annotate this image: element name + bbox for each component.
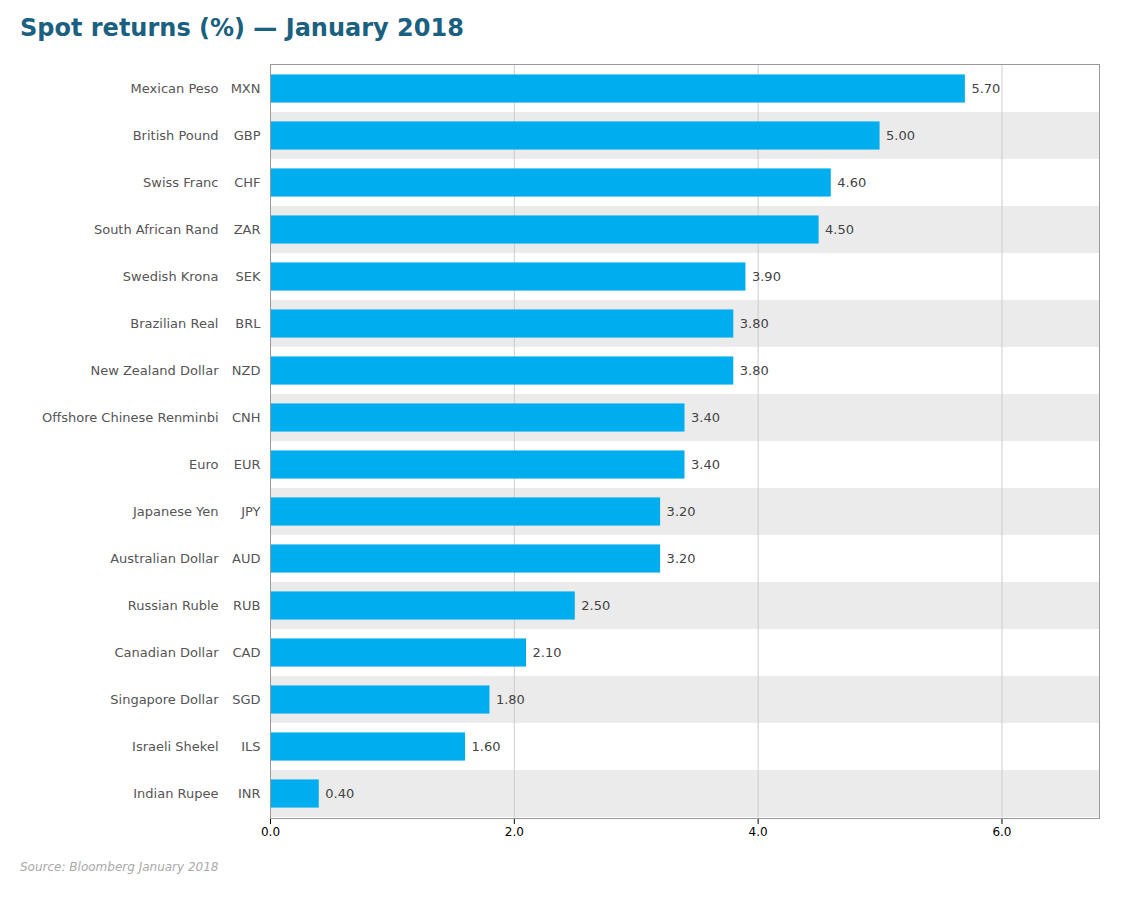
svg-text:Mexican Peso: Mexican Peso — [131, 81, 219, 96]
svg-text:1.60: 1.60 — [472, 739, 501, 754]
svg-text:4.60: 4.60 — [837, 175, 866, 190]
svg-text:Japanese Yen: Japanese Yen — [132, 504, 219, 519]
svg-text:MXN: MXN — [231, 81, 261, 96]
html-text:Source: Bloomberg January 2018: Source: Bloomberg January 2018 — [20, 860, 219, 874]
svg-text:3.90: 3.90 — [752, 269, 781, 284]
svg-text:2.0: 2.0 — [505, 825, 524, 839]
svg-text:Swiss Franc: Swiss Franc — [143, 175, 218, 190]
svg-text:ILS: ILS — [241, 739, 260, 754]
svg-text:JPY: JPY — [240, 504, 260, 519]
svg-text:5.00: 5.00 — [886, 128, 915, 143]
svg-text:Brazilian Real: Brazilian Real — [130, 316, 218, 331]
svg-text:4.50: 4.50 — [825, 222, 854, 237]
svg-text:CHF: CHF — [234, 175, 260, 190]
svg-text:Canadian Dollar: Canadian Dollar — [115, 645, 220, 660]
svg-text:3.20: 3.20 — [667, 551, 696, 566]
svg-text:NZD: NZD — [232, 363, 261, 378]
svg-text:CNH: CNH — [232, 410, 261, 425]
svg-text:3.40: 3.40 — [691, 457, 720, 472]
html-text:Spot returns (%) — January 201: Spot returns (%) — January 2018 — [20, 14, 464, 42]
svg-text:Swedish Krona: Swedish Krona — [123, 269, 219, 284]
svg-text:3.80: 3.80 — [740, 363, 769, 378]
svg-text:3.20: 3.20 — [667, 504, 696, 519]
svg-text:SGD: SGD — [232, 692, 260, 707]
svg-text:Indian Rupee: Indian Rupee — [133, 786, 218, 801]
svg-text:2.10: 2.10 — [533, 645, 562, 660]
svg-text:2.50: 2.50 — [581, 598, 610, 613]
svg-text:3.40: 3.40 — [691, 410, 720, 425]
svg-text:South African Rand: South African Rand — [94, 222, 219, 237]
svg-text:0.0: 0.0 — [261, 825, 280, 839]
svg-text:AUD: AUD — [232, 551, 260, 566]
svg-text:INR: INR — [238, 786, 261, 801]
svg-text:1.80: 1.80 — [496, 692, 525, 707]
svg-text:Israeli Shekel: Israeli Shekel — [132, 739, 218, 754]
svg-text:EUR: EUR — [234, 457, 261, 472]
svg-text:CAD: CAD — [233, 645, 261, 660]
svg-text:SEK: SEK — [236, 269, 261, 284]
svg-text:Russian Ruble: Russian Ruble — [128, 598, 219, 613]
svg-text:New Zealand Dollar: New Zealand Dollar — [90, 363, 219, 378]
svg-text:6.0: 6.0 — [992, 825, 1011, 839]
svg-text:BRL: BRL — [235, 316, 261, 331]
svg-text:GBP: GBP — [234, 128, 261, 143]
svg-text:Euro: Euro — [189, 457, 219, 472]
svg-text:RUB: RUB — [233, 598, 260, 613]
svg-text:0.40: 0.40 — [325, 786, 354, 801]
svg-text:ZAR: ZAR — [234, 222, 261, 237]
svg-text:4.0: 4.0 — [749, 825, 768, 839]
svg-text:Australian Dollar: Australian Dollar — [110, 551, 219, 566]
svg-text:Singapore Dollar: Singapore Dollar — [110, 692, 219, 707]
svg-text:5.70: 5.70 — [971, 81, 1000, 96]
svg-text:Offshore Chinese Renminbi: Offshore Chinese Renminbi — [42, 410, 218, 425]
svg-text:British Pound: British Pound — [133, 128, 219, 143]
svg-text:3.80: 3.80 — [740, 316, 769, 331]
